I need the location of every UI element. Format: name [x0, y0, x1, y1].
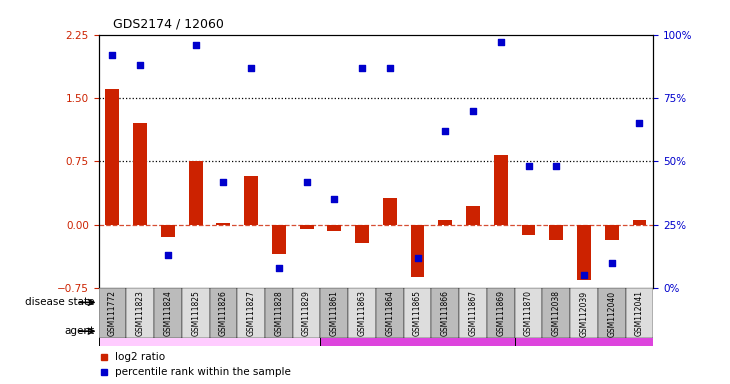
Point — [523, 163, 534, 169]
Bar — [161, 225, 175, 237]
Text: GSM111823: GSM111823 — [136, 291, 145, 336]
Point — [412, 255, 423, 261]
Bar — [487, 288, 515, 338]
Text: GSM111865: GSM111865 — [413, 291, 422, 336]
Text: control: control — [191, 297, 228, 308]
Bar — [293, 288, 320, 338]
Bar — [99, 317, 320, 346]
Bar — [99, 288, 126, 338]
Text: GSM111827: GSM111827 — [247, 291, 255, 336]
Bar — [320, 317, 515, 346]
Text: GSM112041: GSM112041 — [635, 291, 644, 336]
Text: GSM111772: GSM111772 — [108, 291, 117, 336]
Text: percentile rank within the sample: percentile rank within the sample — [115, 367, 291, 377]
Text: GSM111869: GSM111869 — [496, 291, 505, 336]
Point — [273, 265, 285, 271]
Bar — [327, 225, 341, 232]
Bar — [466, 206, 480, 225]
Text: GSM111826: GSM111826 — [219, 291, 228, 336]
Text: GSM111867: GSM111867 — [469, 291, 477, 336]
Text: GSM111861: GSM111861 — [330, 291, 339, 336]
Bar — [438, 220, 453, 225]
Bar — [106, 89, 120, 225]
Text: DITPA: DITPA — [402, 326, 434, 336]
Text: heart failure: heart failure — [453, 297, 521, 308]
Bar — [542, 288, 570, 338]
Text: GSM112039: GSM112039 — [580, 291, 588, 337]
Bar — [598, 288, 626, 338]
Text: log2 ratio: log2 ratio — [115, 352, 165, 362]
Bar — [515, 288, 542, 338]
Bar — [376, 288, 404, 338]
Bar — [570, 288, 598, 338]
Point — [634, 120, 645, 126]
Bar — [99, 288, 320, 317]
Point — [328, 196, 340, 202]
Bar — [237, 288, 265, 338]
Bar — [182, 288, 210, 338]
Bar — [431, 288, 459, 338]
Text: control: control — [191, 326, 228, 336]
Text: GSM112040: GSM112040 — [607, 291, 616, 337]
Text: GSM111828: GSM111828 — [274, 291, 283, 336]
Point — [439, 128, 451, 134]
Bar — [320, 288, 348, 338]
Bar — [216, 223, 231, 225]
Bar — [272, 225, 286, 254]
Bar — [348, 288, 376, 338]
Text: GDS2174 / 12060: GDS2174 / 12060 — [113, 18, 224, 31]
Bar — [515, 317, 653, 346]
Point — [162, 252, 174, 258]
Text: GSM111824: GSM111824 — [164, 291, 172, 336]
Bar — [355, 225, 369, 243]
Bar — [154, 288, 182, 338]
Bar — [299, 225, 313, 229]
Text: GSM111870: GSM111870 — [524, 291, 533, 336]
Bar — [521, 225, 536, 235]
Bar — [626, 288, 653, 338]
Text: GSM111863: GSM111863 — [358, 291, 366, 336]
Point — [578, 272, 590, 278]
Bar — [188, 161, 203, 225]
Point — [190, 41, 201, 48]
Text: GSM111866: GSM111866 — [441, 291, 450, 336]
Text: GSM111829: GSM111829 — [302, 291, 311, 336]
Bar — [459, 288, 487, 338]
Bar — [493, 156, 508, 225]
Text: GSM111864: GSM111864 — [385, 291, 394, 336]
Point — [384, 65, 396, 71]
Bar — [383, 198, 397, 225]
Bar — [265, 288, 293, 338]
Point — [245, 65, 257, 71]
Point — [301, 179, 312, 185]
Point — [356, 65, 368, 71]
Bar — [134, 123, 147, 225]
Point — [134, 62, 146, 68]
Bar — [210, 288, 237, 338]
Text: disease state: disease state — [26, 297, 95, 308]
Point — [107, 52, 118, 58]
Bar — [126, 288, 154, 338]
Text: captopril and DITPA: captopril and DITPA — [529, 326, 639, 336]
Bar — [244, 175, 258, 225]
Point — [218, 179, 229, 185]
Bar — [320, 288, 653, 317]
Point — [467, 108, 479, 114]
Text: GSM111825: GSM111825 — [191, 291, 200, 336]
Point — [550, 163, 562, 169]
Bar — [410, 225, 425, 277]
Bar — [633, 220, 647, 225]
Bar — [550, 225, 564, 240]
Bar — [605, 225, 619, 240]
Text: GSM112038: GSM112038 — [552, 291, 561, 336]
Point — [606, 260, 618, 266]
Bar — [404, 288, 431, 338]
Text: agent: agent — [65, 326, 95, 336]
Point — [495, 39, 507, 45]
Bar — [577, 225, 591, 280]
